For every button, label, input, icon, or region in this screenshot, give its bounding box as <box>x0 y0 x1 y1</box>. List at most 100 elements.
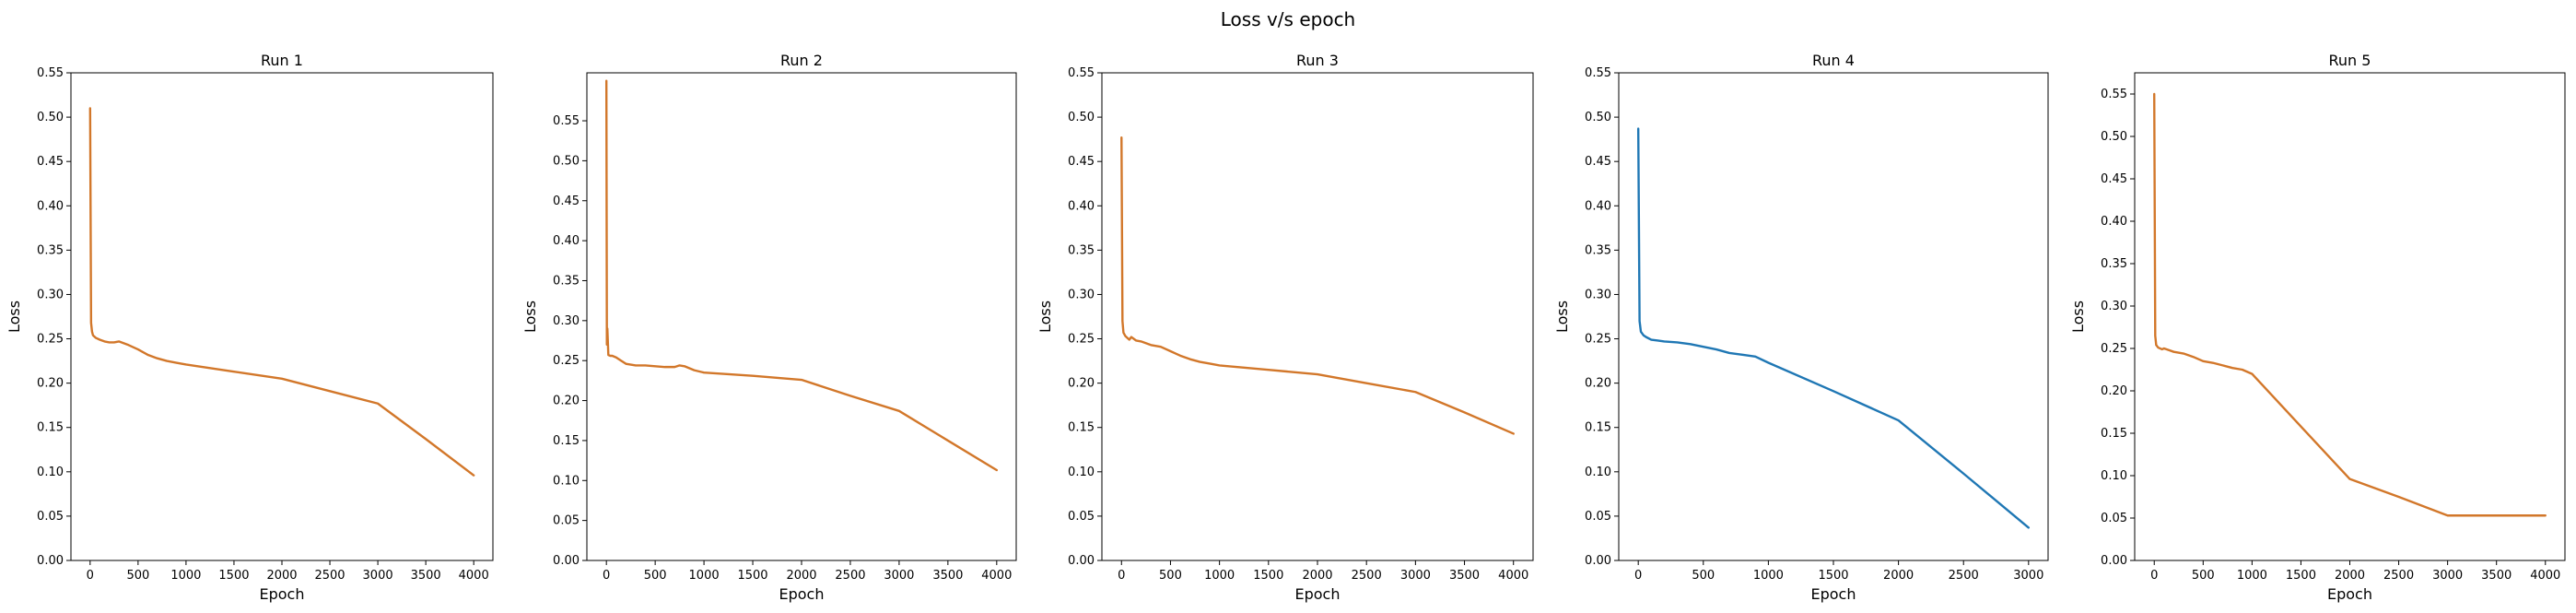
chart-1-x-tick-label-5: 2500 <box>314 569 345 583</box>
chart-2-y-tick-label-1: 0.05 <box>553 514 580 528</box>
chart-4-x-tick-label-1: 500 <box>1692 569 1715 583</box>
chart-2-x-tick-label-8: 4000 <box>981 569 1012 583</box>
chart-1-y-tick-label-5: 0.25 <box>37 333 64 347</box>
chart-4-x-axis-label: Epoch <box>1811 585 1856 603</box>
chart-5-frame <box>2134 72 2566 561</box>
chart-1-y-tick-label-3: 0.15 <box>37 421 64 435</box>
chart-5-y-tick-label-9: 0.45 <box>2101 172 2127 186</box>
chart-3-x-tick-label-5: 2500 <box>1352 569 1382 583</box>
chart-2-y-tick-label-9: 0.45 <box>553 195 580 208</box>
chart-3-series-1-line <box>1120 136 1515 435</box>
chart-1-y-tick-label-1: 0.05 <box>37 510 64 524</box>
chart-4-series-1-line <box>1636 127 2031 529</box>
chart-3-y-tick-label-6: 0.30 <box>1068 288 1095 301</box>
chart-4-y-tick-label-2: 0.10 <box>1585 466 1611 479</box>
chart-5-x-tick-label-7: 3500 <box>2481 569 2512 583</box>
chart-2-x-tick-label-0: 0 <box>603 569 610 583</box>
chart-4-y-tick-label-8: 0.40 <box>1585 199 1611 213</box>
chart-2-y-tick-label-7: 0.35 <box>553 274 580 288</box>
chart-3-title: Run 3 <box>1296 52 1339 69</box>
chart-3-x-tick-label-2: 1000 <box>1204 569 1235 583</box>
chart-3-x-tick-label-3: 1500 <box>1253 569 1283 583</box>
chart-2-y-tick-label-11: 0.55 <box>553 114 580 128</box>
chart-2-y-tick-label-4: 0.20 <box>553 395 580 408</box>
chart-3-y-tick-label-8: 0.40 <box>1068 199 1095 213</box>
chart-3-y-axis-label: Loss <box>1036 301 1054 333</box>
chart-3-y-tick-label-10: 0.50 <box>1068 111 1095 124</box>
chart-5-y-tick-label-3: 0.15 <box>2101 427 2127 441</box>
chart-5-x-tick-label-2: 1000 <box>2237 569 2267 583</box>
chart-2-y-axis-label: Loss <box>521 301 539 333</box>
chart-5-x-tick-label-6: 3000 <box>2432 569 2463 583</box>
chart-1: Run 1 0 500 1000 1500 2000 2500 3000 3500 4000 0.0… <box>6 52 494 603</box>
chart-3-y-tick-label-0: 0.00 <box>1068 554 1095 568</box>
chart-3-x-tick-label-8: 4000 <box>1498 569 1528 583</box>
chart-1-x-axis-label: Epoch <box>260 585 305 603</box>
chart-5: Run 5 0 500 1000 1500 2000 2500 3000 3500 4000 0.0… <box>2069 52 2566 603</box>
chart-2-y-tick-label-2: 0.10 <box>553 474 580 488</box>
chart-1-y-tick-label-2: 0.10 <box>37 466 64 479</box>
chart-4-x-tick-label-6: 3000 <box>2013 569 2043 583</box>
chart-1-x-tick-label-1: 500 <box>126 569 149 583</box>
chart-2-y-tick-label-6: 0.30 <box>553 314 580 328</box>
chart-2-x-axis-label: Epoch <box>779 585 825 603</box>
chart-1-x-tick-label-6: 3000 <box>363 569 393 583</box>
chart-3-y-tick-label-9: 0.45 <box>1068 155 1095 169</box>
chart-2-y-tick-label-8: 0.40 <box>553 234 580 248</box>
chart-5-x-axis-label: Epoch <box>2327 585 2372 603</box>
chart-3-y-tick-label-3: 0.15 <box>1068 421 1095 435</box>
chart-4: Run 4 0 500 1000 1500 2000 2500 3000 0.00 0.05 0.1… <box>1553 52 2049 603</box>
chart-2-y-tick-label-3: 0.15 <box>553 434 580 448</box>
chart-1-x-tick-label-8: 4000 <box>459 569 489 583</box>
chart-3-x-tick-label-6: 3000 <box>1400 569 1431 583</box>
chart-2-x-tick-label-7: 3500 <box>932 569 963 583</box>
chart-1-frame <box>70 72 494 561</box>
chart-3-x-tick-label-1: 500 <box>1159 569 1182 583</box>
chart-1-x-tick-label-4: 2000 <box>266 569 297 583</box>
chart-4-y-tick-label-9: 0.45 <box>1585 155 1611 169</box>
chart-4-y-tick-label-1: 0.05 <box>1585 510 1611 524</box>
chart-4-title: Run 4 <box>1812 52 1855 69</box>
chart-1-y-tick-label-4: 0.20 <box>37 377 64 391</box>
chart-3-x-axis-label: Epoch <box>1295 585 1341 603</box>
chart-2-x-tick-label-5: 2500 <box>835 569 865 583</box>
chart-4-frame <box>1618 72 2049 561</box>
chart-4-y-tick-label-10: 0.50 <box>1585 111 1611 124</box>
chart-2-x-tick-label-4: 2000 <box>786 569 816 583</box>
chart-5-title: Run 5 <box>2329 52 2371 69</box>
chart-3-y-tick-label-2: 0.10 <box>1068 466 1095 479</box>
chart-2: Run 2 0 500 1000 1500 2000 2500 3000 3500 4000 0.0… <box>521 52 1017 603</box>
chart-3-x-tick-label-0: 0 <box>1118 569 1125 583</box>
chart-1-x-tick-label-7: 3500 <box>411 569 441 583</box>
chart-1-y-tick-label-6: 0.30 <box>37 288 64 301</box>
chart-3-y-tick-label-7: 0.35 <box>1068 243 1095 257</box>
chart-2-x-tick-label-1: 500 <box>644 569 667 583</box>
chart-5-y-tick-label-0: 0.00 <box>2101 554 2127 568</box>
chart-2-y-tick-label-5: 0.25 <box>553 354 580 368</box>
chart-3-x-tick-label-7: 3500 <box>1449 569 1480 583</box>
chart-5-y-tick-label-4: 0.20 <box>2101 384 2127 398</box>
chart-4-y-tick-label-4: 0.20 <box>1585 377 1611 391</box>
chart-5-y-tick-label-1: 0.05 <box>2101 512 2127 525</box>
chart-3-frame <box>1101 72 1534 561</box>
chart-4-x-tick-label-4: 2000 <box>1883 569 1914 583</box>
chart-5-y-tick-label-2: 0.10 <box>2101 469 2127 483</box>
chart-5-x-tick-label-0: 0 <box>2150 569 2158 583</box>
chart-1-x-tick-label-2: 1000 <box>170 569 201 583</box>
chart-5-y-tick-label-11: 0.55 <box>2101 88 2127 101</box>
chart-5-y-tick-label-5: 0.25 <box>2101 342 2127 356</box>
chart-2-x-tick-label-6: 3000 <box>884 569 914 583</box>
chart-2-y-tick-label-0: 0.00 <box>553 554 580 568</box>
chart-1-series-1-line <box>88 107 475 477</box>
chart-4-y-tick-label-3: 0.15 <box>1585 421 1611 435</box>
chart-4-x-tick-label-0: 0 <box>1634 569 1642 583</box>
chart-1-y-tick-label-0: 0.00 <box>37 554 64 568</box>
chart-3-y-tick-label-1: 0.05 <box>1068 510 1095 524</box>
chart-1-y-tick-label-8: 0.40 <box>37 199 64 213</box>
chart-5-x-tick-label-4: 2000 <box>2335 569 2365 583</box>
chart-4-y-axis-label: Loss <box>1553 301 1571 333</box>
chart-1-y-axis-label: Loss <box>6 301 23 333</box>
chart-2-x-tick-label-3: 1500 <box>737 569 767 583</box>
chart-3: Run 3 0 500 1000 1500 2000 2500 3000 3500 4000 0.0… <box>1036 52 1534 603</box>
